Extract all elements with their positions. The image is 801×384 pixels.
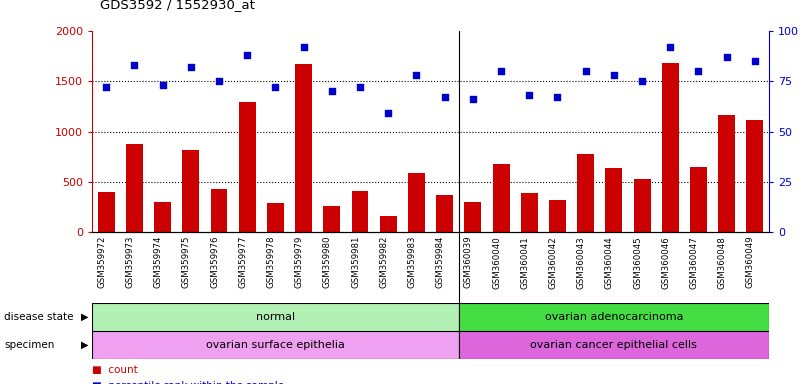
Bar [92, 331, 459, 359]
Text: GSM360043: GSM360043 [577, 236, 586, 289]
Text: ovarian adenocarcinoma: ovarian adenocarcinoma [545, 312, 683, 322]
Bar [126, 144, 143, 232]
Text: GSM359983: GSM359983 [408, 236, 417, 288]
Text: ▶: ▶ [81, 340, 88, 350]
Point [636, 78, 649, 84]
Bar [154, 202, 171, 232]
Bar [521, 193, 537, 232]
Text: GSM359975: GSM359975 [182, 236, 191, 288]
Point [156, 82, 169, 88]
Text: GSM360044: GSM360044 [605, 236, 614, 289]
Text: GSM360046: GSM360046 [662, 236, 670, 289]
Bar [239, 102, 256, 232]
Text: GSM360049: GSM360049 [746, 236, 755, 288]
Text: GSM359972: GSM359972 [97, 236, 107, 288]
Bar [380, 216, 396, 232]
Text: ovarian surface epithelia: ovarian surface epithelia [206, 340, 345, 350]
Bar [718, 115, 735, 232]
Point [748, 58, 761, 64]
Text: GSM359978: GSM359978 [267, 236, 276, 288]
Text: specimen: specimen [4, 340, 54, 350]
Text: GSM359973: GSM359973 [126, 236, 135, 288]
Point [551, 94, 564, 100]
Bar [606, 168, 622, 232]
Text: GSM360040: GSM360040 [492, 236, 501, 289]
Point [353, 84, 366, 90]
Bar [324, 206, 340, 232]
Text: GSM359981: GSM359981 [351, 236, 360, 288]
Bar [98, 192, 115, 232]
Bar [690, 167, 707, 232]
Point [382, 110, 395, 116]
Point [495, 68, 508, 74]
Bar [408, 173, 425, 232]
Text: GSM360039: GSM360039 [464, 236, 473, 288]
Bar [493, 164, 509, 232]
Bar [747, 121, 763, 232]
Text: GSM360045: GSM360045 [633, 236, 642, 289]
Point [269, 84, 282, 90]
Point [212, 78, 225, 84]
Point [523, 92, 536, 98]
Text: GSM360042: GSM360042 [549, 236, 557, 289]
Bar [183, 150, 199, 232]
Point [664, 44, 677, 50]
Point [410, 72, 423, 78]
Bar [578, 154, 594, 232]
Text: GDS3592 / 1552930_at: GDS3592 / 1552930_at [100, 0, 255, 12]
Bar [465, 202, 481, 232]
Text: GSM360047: GSM360047 [690, 236, 698, 289]
Bar [634, 179, 650, 232]
Text: disease state: disease state [4, 312, 74, 322]
Point [241, 52, 254, 58]
Text: ▶: ▶ [81, 312, 88, 322]
Text: GSM359984: GSM359984 [436, 236, 445, 288]
Point [720, 54, 733, 60]
Point [325, 88, 338, 94]
Text: GSM359979: GSM359979 [295, 236, 304, 288]
Bar [295, 64, 312, 232]
Text: GSM359974: GSM359974 [154, 236, 163, 288]
Point [100, 84, 113, 90]
Bar [437, 195, 453, 232]
Bar [92, 303, 459, 331]
Text: GSM359977: GSM359977 [238, 236, 248, 288]
Bar [662, 63, 678, 232]
Bar [459, 331, 769, 359]
Point [184, 64, 197, 70]
Point [128, 62, 141, 68]
Bar [267, 203, 284, 232]
Bar [549, 200, 566, 232]
Text: GSM359976: GSM359976 [210, 236, 219, 288]
Text: GSM360041: GSM360041 [520, 236, 529, 289]
Text: ■  percentile rank within the sample: ■ percentile rank within the sample [92, 381, 284, 384]
Point [297, 44, 310, 50]
Point [438, 94, 451, 100]
Point [607, 72, 620, 78]
Bar [211, 189, 227, 232]
Point [466, 96, 479, 102]
Bar [352, 191, 368, 232]
Text: normal: normal [256, 312, 295, 322]
Point [579, 68, 592, 74]
Text: GSM359980: GSM359980 [323, 236, 332, 288]
Text: ■  count: ■ count [92, 365, 138, 375]
Point [692, 68, 705, 74]
Bar [459, 303, 769, 331]
Text: GSM359982: GSM359982 [379, 236, 388, 288]
Text: GSM360048: GSM360048 [718, 236, 727, 289]
Text: ovarian cancer epithelial cells: ovarian cancer epithelial cells [530, 340, 698, 350]
